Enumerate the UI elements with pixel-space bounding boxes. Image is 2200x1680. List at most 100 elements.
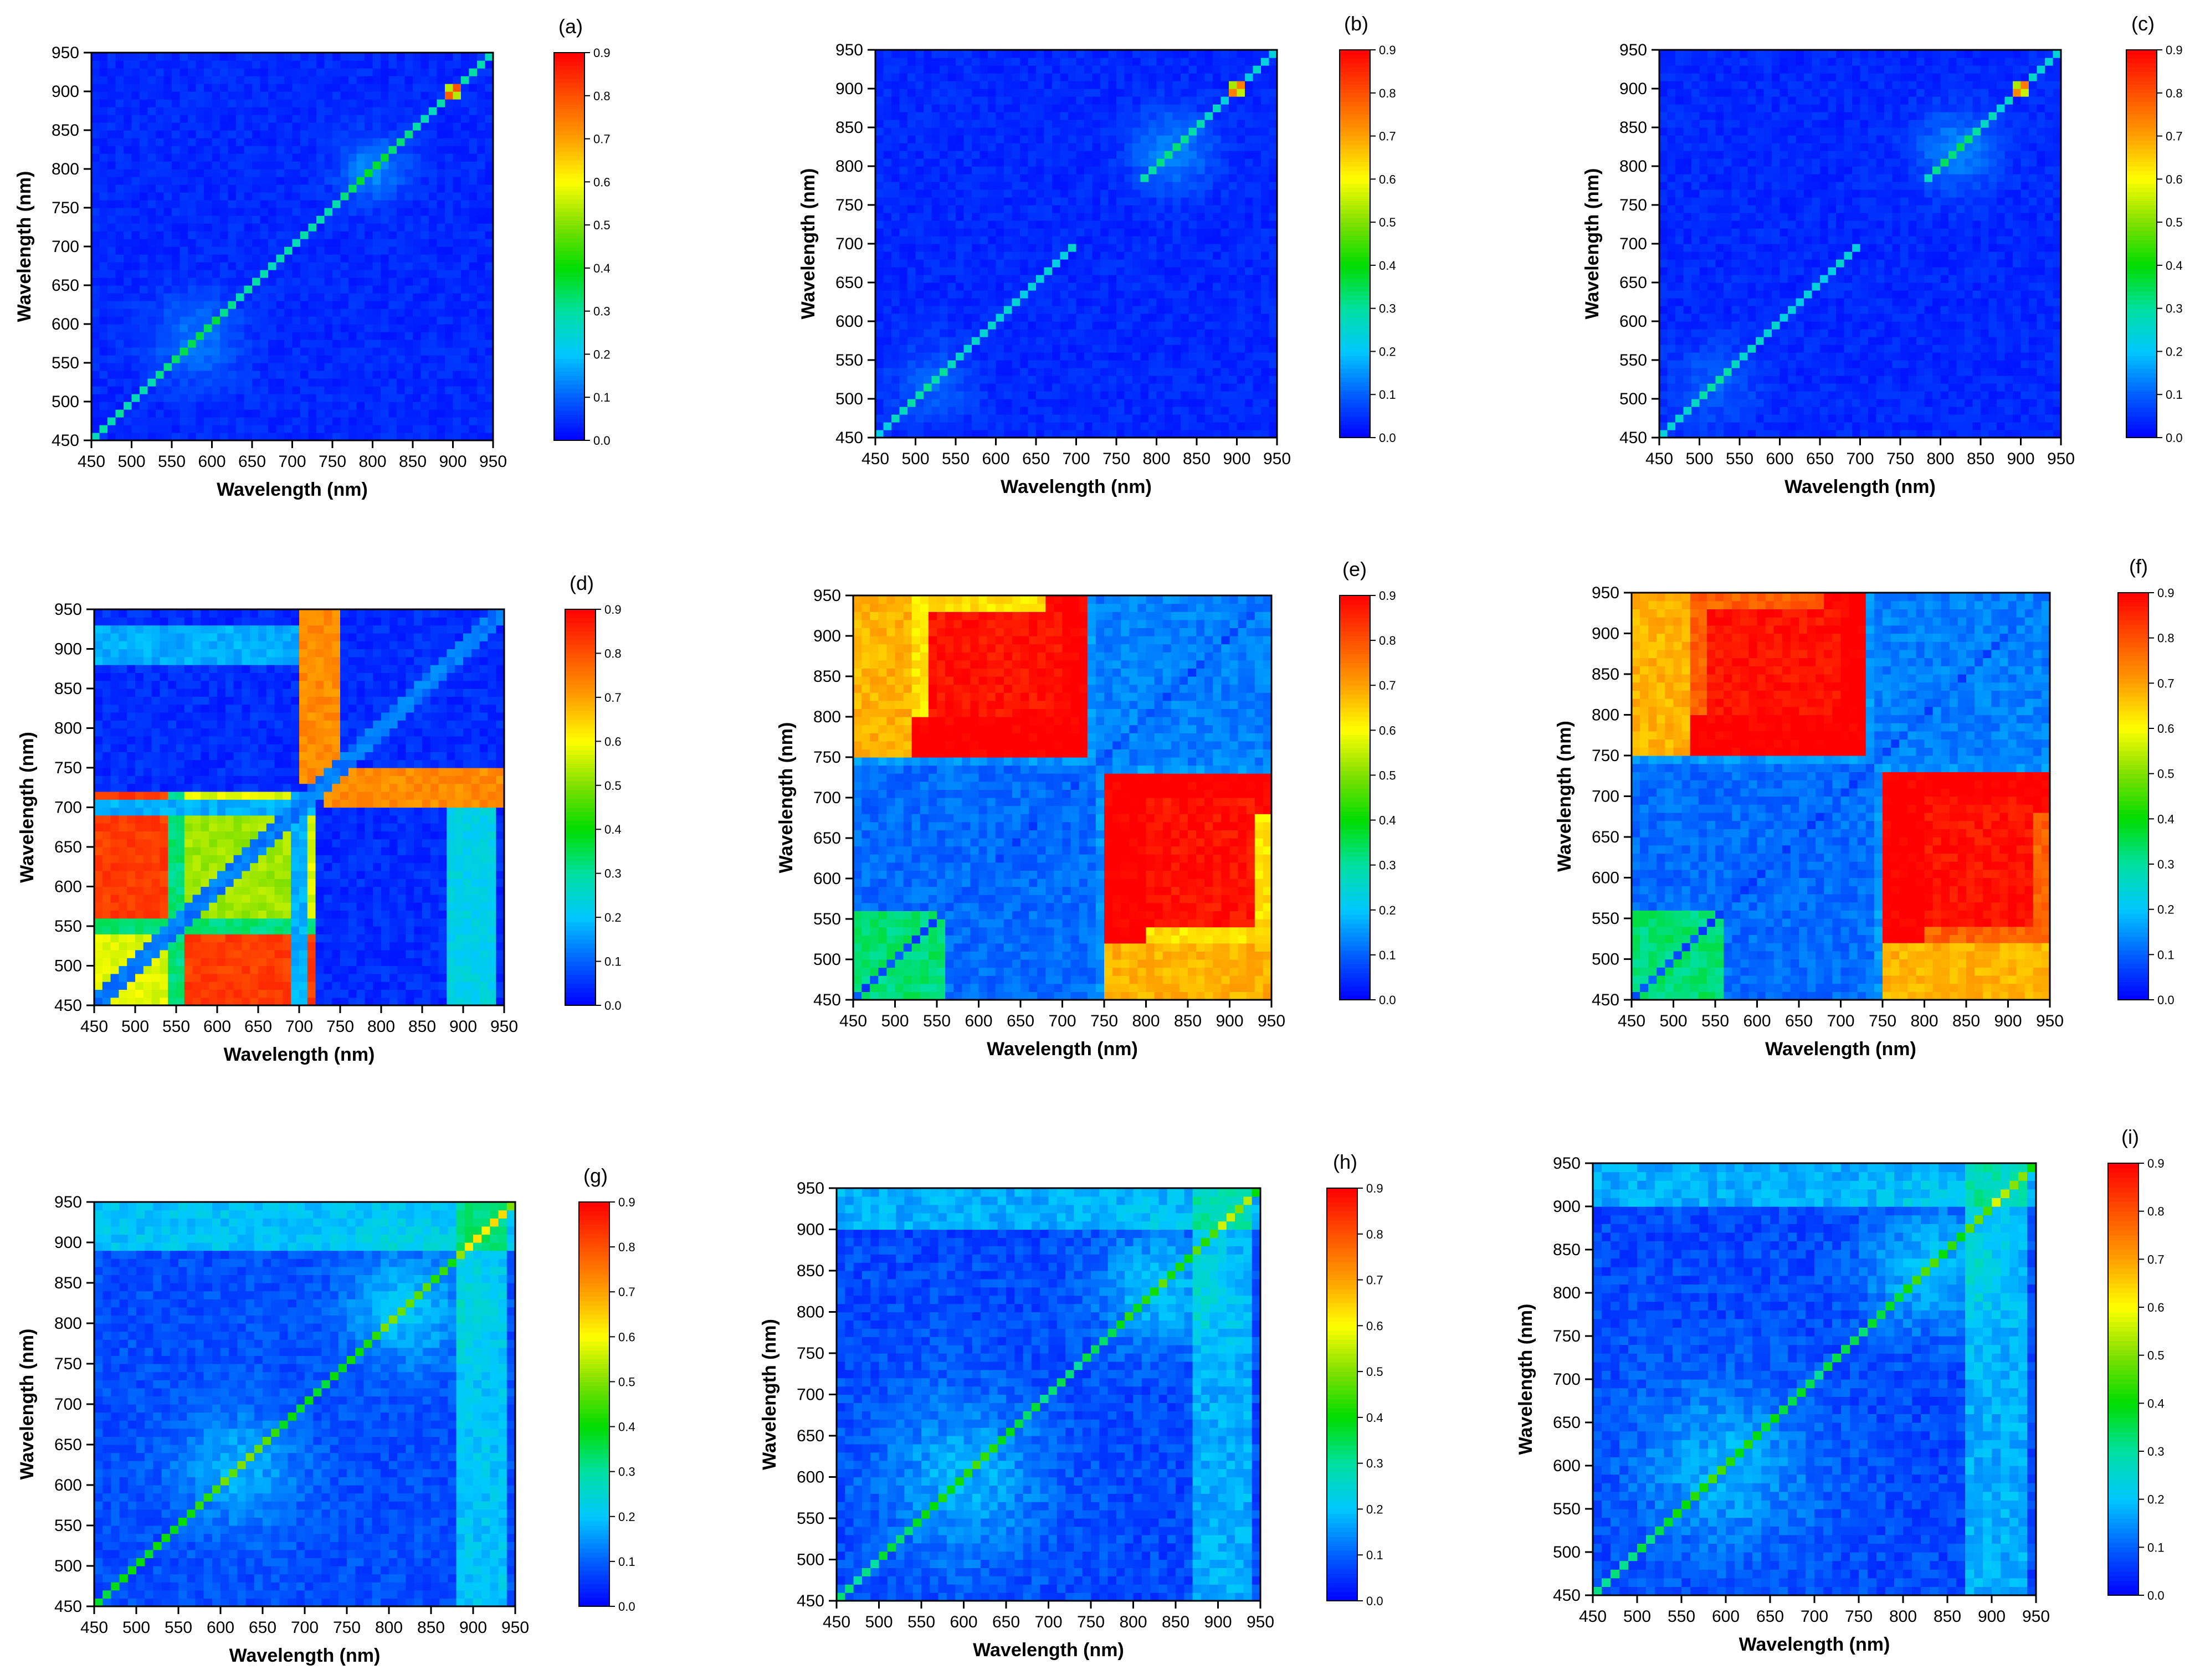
heatmap-cell — [1100, 158, 1109, 167]
heatmap-cell — [932, 345, 940, 353]
heatmap-cell — [469, 293, 478, 301]
heatmap-cell — [1229, 345, 1237, 353]
heatmap-cell — [453, 130, 461, 138]
heatmap-cell — [1060, 65, 1069, 74]
heatmap-cell — [907, 174, 916, 182]
heatmap-cell — [309, 402, 317, 410]
heatmap-cell — [309, 417, 317, 425]
heatmap-cell — [397, 378, 405, 387]
heatmap-cell — [252, 60, 260, 69]
heatmap-cell — [405, 192, 413, 201]
heatmap-cell — [1028, 96, 1037, 105]
heatmap-cell — [988, 143, 996, 151]
heatmap-cell — [891, 306, 900, 314]
heatmap-cell — [1205, 143, 1213, 151]
heatmap-cell — [1157, 151, 1165, 159]
heatmap-cell — [1036, 282, 1044, 291]
heatmap-cell — [1132, 104, 1141, 112]
heatmap-cell — [389, 53, 397, 61]
heatmap-cell — [900, 275, 908, 283]
heatmap-cell — [1004, 282, 1012, 291]
heatmap-cell — [1141, 166, 1149, 174]
heatmap-cell — [429, 278, 437, 286]
heatmap-cell — [381, 177, 389, 185]
heatmap-cell — [956, 96, 964, 105]
x-tick-label: 600 — [198, 453, 225, 471]
heatmap-cell — [148, 223, 156, 232]
colorbar-step — [554, 246, 584, 251]
heatmap-cell — [1060, 236, 1069, 244]
heatmap-cell — [204, 153, 212, 162]
heatmap-cell — [397, 84, 405, 92]
heatmap-cell — [413, 153, 421, 162]
heatmap-cell — [469, 76, 478, 84]
heatmap-cell — [252, 363, 260, 371]
heatmap-cell — [1173, 345, 1181, 353]
heatmap-cell — [365, 115, 373, 123]
heatmap-cell — [332, 316, 341, 325]
heatmap-cell — [1076, 259, 1085, 268]
heatmap-cell — [900, 352, 908, 361]
heatmap-cell — [1148, 127, 1157, 136]
heatmap-cell — [252, 316, 260, 325]
heatmap-cell — [1084, 329, 1093, 337]
heatmap-cell — [469, 316, 478, 325]
heatmap-cell — [1213, 306, 1221, 314]
heatmap-cell — [1181, 337, 1189, 345]
heatmap-cell — [100, 192, 108, 201]
heatmap-cell — [1060, 391, 1069, 399]
heatmap-cell — [1237, 298, 1245, 306]
heatmap-cell — [1141, 430, 1149, 438]
heatmap-cell — [1004, 306, 1012, 314]
heatmap-cell — [228, 169, 237, 177]
heatmap-cell — [1084, 414, 1093, 423]
heatmap-cell — [164, 402, 172, 410]
heatmap-cell — [276, 402, 285, 410]
heatmap-cell — [1012, 251, 1020, 260]
heatmap-cell — [485, 122, 494, 131]
heatmap-cell — [293, 184, 301, 193]
heatmap-cell — [148, 60, 156, 69]
heatmap-cell — [1125, 329, 1133, 337]
y-tick-label: 650 — [52, 276, 79, 295]
heatmap-cell — [389, 433, 397, 441]
heatmap-cell — [1020, 174, 1028, 182]
heatmap-cell — [453, 231, 461, 239]
heatmap-cell — [397, 433, 405, 441]
heatmap-cell — [276, 285, 285, 294]
heatmap-cell — [1068, 166, 1076, 174]
heatmap-cell — [268, 91, 276, 100]
heatmap-cell — [996, 104, 1004, 112]
heatmap-cell — [469, 91, 478, 100]
heatmap-cell — [188, 409, 196, 418]
heatmap-cell — [1052, 236, 1060, 244]
heatmap-cell — [268, 363, 276, 371]
heatmap-cell — [907, 197, 916, 205]
heatmap-cell — [1148, 345, 1157, 353]
heatmap-cell — [469, 130, 478, 138]
heatmap-cell — [461, 169, 469, 177]
heatmap-cell — [381, 355, 389, 363]
heatmap-cell — [1189, 321, 1197, 330]
heatmap-cell — [357, 293, 365, 301]
heatmap-cell — [1068, 81, 1076, 89]
heatmap-cell — [276, 433, 285, 441]
heatmap-cell — [373, 60, 381, 69]
heatmap-cell — [236, 301, 244, 309]
heatmap-cell — [1213, 275, 1221, 283]
heatmap-cell — [1189, 89, 1197, 97]
heatmap-cell — [107, 417, 116, 425]
heatmap-cell — [365, 425, 373, 433]
heatmap-cell — [932, 306, 940, 314]
heatmap-cell — [132, 363, 140, 371]
heatmap-cell — [252, 184, 260, 193]
heatmap-cell — [469, 246, 478, 255]
heatmap-cell — [1060, 306, 1069, 314]
heatmap-cell — [900, 120, 908, 128]
heatmap-cell — [164, 215, 172, 224]
heatmap-cell — [1181, 399, 1189, 407]
heatmap-cell — [1181, 104, 1189, 112]
heatmap-cell — [389, 184, 397, 193]
heatmap-cell — [1141, 314, 1149, 322]
heatmap-cell — [204, 340, 212, 348]
